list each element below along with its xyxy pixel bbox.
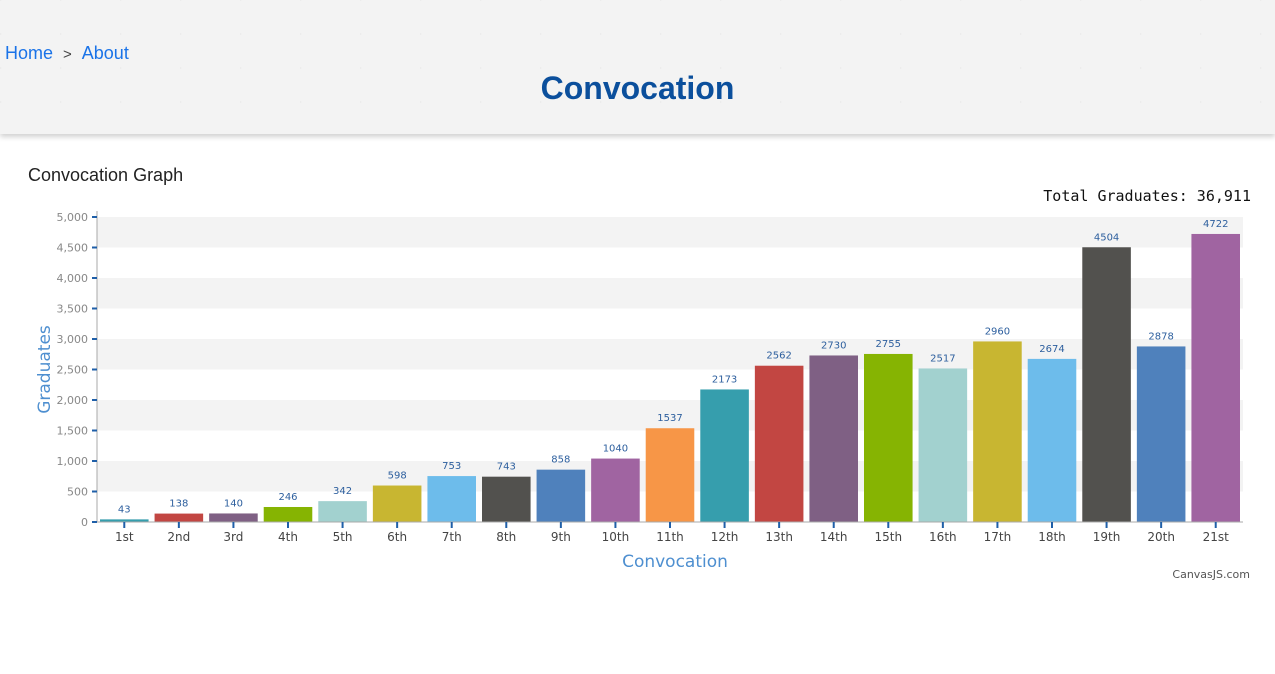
bar-1st[interactable]	[100, 519, 149, 522]
x-tick-label: 3rd	[223, 530, 243, 544]
grid-band	[97, 278, 1243, 309]
bar-value-label: 2517	[930, 353, 955, 364]
x-tick-label: 10th	[602, 530, 630, 544]
y-tick-label: 1,000	[57, 455, 89, 468]
bar-value-label: 4722	[1203, 219, 1228, 230]
bar-19th[interactable]	[1082, 247, 1131, 523]
convocation-bar-chart: 43 138 140 246 342 598 753 743 858 1040 1537 2173 25…	[35, 211, 1243, 572]
page-header: Home > About Convocation	[0, 0, 1275, 134]
y-tick-label: 2,500	[57, 364, 89, 377]
bar-7th[interactable]	[427, 476, 476, 522]
x-tick-label: 17th	[984, 530, 1012, 544]
bar-11th[interactable]	[645, 428, 695, 522]
bar-value-label: 140	[224, 498, 243, 509]
y-tick-label: 3,000	[57, 333, 89, 346]
y-tick-label: 500	[67, 486, 88, 499]
bar-value-label: 246	[278, 492, 297, 503]
y-tick-label: 3,500	[57, 303, 89, 316]
bar-8th[interactable]	[482, 476, 531, 522]
x-axis-title: Convocation	[622, 552, 728, 572]
x-tick-label: 4th	[278, 530, 298, 544]
y-tick-label: 4,000	[57, 272, 89, 285]
x-tick-label: 15th	[874, 530, 902, 544]
x-tick-label: 19th	[1093, 530, 1121, 544]
bar-value-label: 2562	[766, 351, 791, 362]
bar-16th[interactable]	[918, 368, 968, 522]
bar-value-label: 753	[442, 461, 461, 472]
bar-4th[interactable]	[263, 506, 313, 522]
x-tick-label: 8th	[496, 530, 516, 544]
bar-value-label: 1537	[657, 413, 682, 424]
bar-15th[interactable]	[864, 353, 913, 522]
bar-value-label: 342	[333, 486, 352, 497]
bar-value-label: 1040	[603, 444, 628, 455]
bar-value-label: 2960	[985, 326, 1010, 337]
x-tick-label: 14th	[820, 530, 848, 544]
bar-18th[interactable]	[1027, 358, 1077, 522]
breadcrumb-home-link[interactable]: Home	[5, 43, 54, 63]
y-tick-label: 4,500	[57, 242, 89, 255]
x-tick-label: 5th	[333, 530, 353, 544]
bar-value-label: 43	[118, 504, 131, 515]
x-tick-label: 9th	[551, 530, 571, 544]
bar-10th[interactable]	[591, 458, 640, 522]
total-graduates-label: Total Graduates: 36,911	[1043, 187, 1251, 205]
bar-value-label: 138	[169, 499, 188, 510]
y-tick-label: 5,000	[57, 211, 89, 224]
bar-3rd[interactable]	[209, 513, 258, 522]
bar-value-label: 598	[388, 471, 407, 482]
y-tick-label: 2,000	[57, 394, 89, 407]
bar-value-label: 858	[551, 455, 570, 466]
bar-14th[interactable]	[809, 355, 858, 522]
breadcrumb-about-link[interactable]: About	[81, 43, 129, 63]
breadcrumb: Home > About	[5, 43, 129, 64]
bar-value-label: 2730	[821, 340, 846, 351]
chart-credit-link[interactable]: CanvasJS.com	[1172, 568, 1250, 581]
bar-20th[interactable]	[1136, 346, 1186, 522]
bar-21st[interactable]	[1191, 233, 1240, 522]
x-tick-label: 13th	[765, 530, 793, 544]
bar-value-label: 2878	[1148, 331, 1173, 342]
bar-value-label: 2755	[876, 339, 901, 350]
page-title: Convocation	[540, 70, 735, 106]
bar-value-label: 2674	[1039, 344, 1064, 355]
x-tick-label: 2nd	[167, 530, 190, 544]
bar-5th[interactable]	[318, 501, 367, 522]
x-tick-label: 21st	[1203, 530, 1230, 544]
x-tick-label: 18th	[1038, 530, 1066, 544]
bar-9th[interactable]	[536, 469, 586, 522]
x-tick-label: 16th	[929, 530, 957, 544]
bar-value-label: 2173	[712, 374, 737, 385]
bar-value-label: 743	[497, 462, 516, 473]
bar-6th[interactable]	[372, 485, 422, 522]
x-tick-label: 7th	[442, 530, 462, 544]
bar-12th[interactable]	[700, 389, 749, 522]
x-tick-label: 12th	[711, 530, 739, 544]
x-tick-label: 20th	[1147, 530, 1175, 544]
grid-band	[97, 217, 1243, 248]
bar-value-label: 4504	[1094, 232, 1119, 243]
breadcrumb-separator: >	[63, 46, 72, 63]
y-tick-label: 1,500	[57, 425, 89, 438]
x-tick-label: 1st	[115, 530, 134, 544]
bar-13th[interactable]	[754, 365, 804, 522]
x-tick-label: 11th	[656, 530, 684, 544]
bar-17th[interactable]	[973, 341, 1022, 522]
bar-2nd[interactable]	[154, 513, 204, 522]
x-tick-label: 6th	[387, 530, 407, 544]
graph-heading: Convocation Graph	[28, 165, 184, 185]
y-axis-title: Graduates	[35, 325, 55, 414]
y-tick-label: 0	[81, 516, 88, 529]
